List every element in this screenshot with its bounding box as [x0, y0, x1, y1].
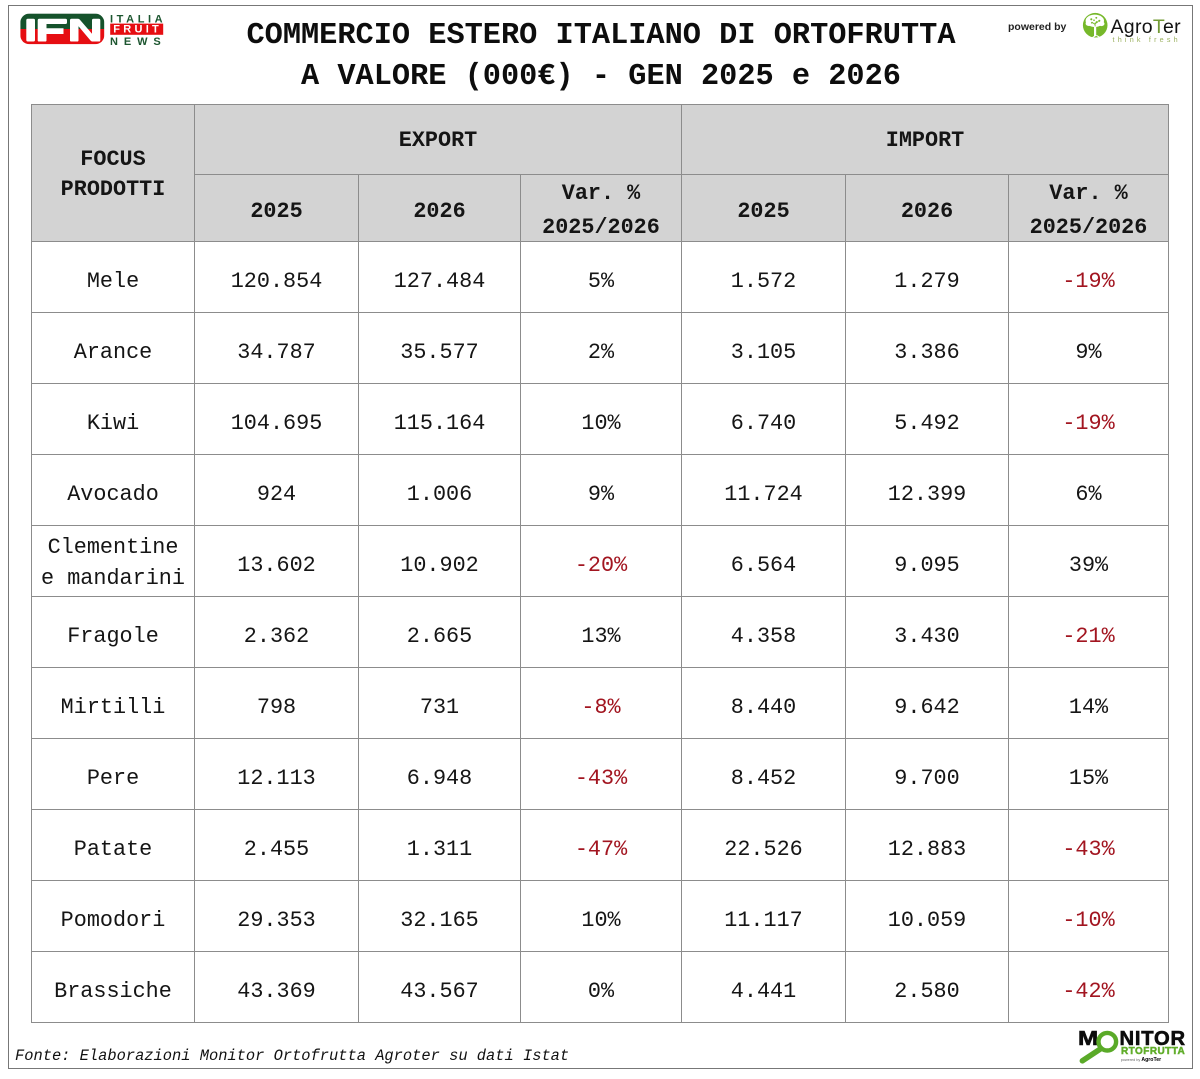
svg-text:FRUIT: FRUIT: [113, 24, 162, 36]
svg-text:NEWS: NEWS: [110, 36, 167, 47]
svg-text:ITALIA: ITALIA: [110, 13, 166, 25]
